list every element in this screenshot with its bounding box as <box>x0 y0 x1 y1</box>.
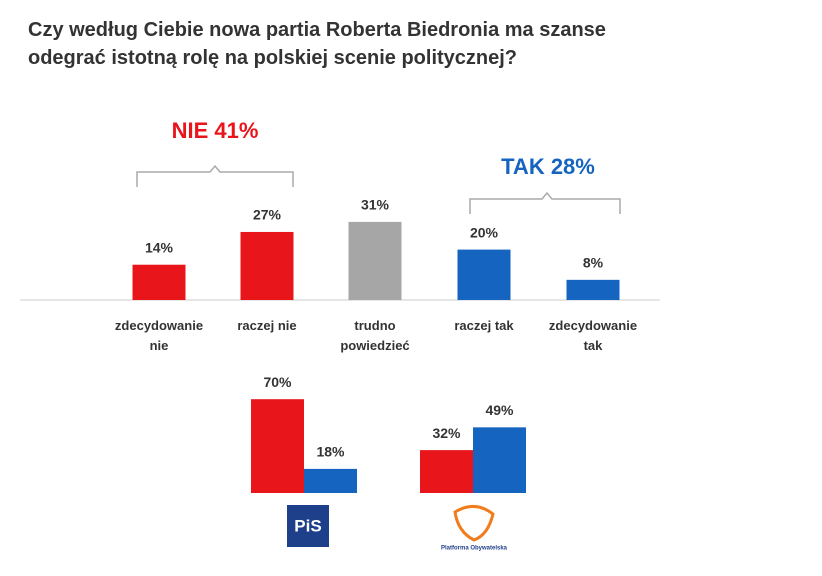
bar <box>473 427 526 493</box>
bar <box>457 249 511 300</box>
bracket <box>469 191 621 214</box>
bar <box>566 279 620 300</box>
x-tick-label: trudno powiedzieć <box>340 318 410 353</box>
value-label: 14% <box>145 239 174 255</box>
x-tick-label: raczej tak <box>454 318 514 333</box>
chart-title: Czy według Ciebie nowa partia Roberta Bi… <box>28 19 606 69</box>
value-label: 49% <box>485 402 514 418</box>
value-label: 27% <box>253 207 282 223</box>
bar <box>348 221 402 300</box>
value-label: 8% <box>583 255 604 271</box>
bar <box>240 231 294 300</box>
po-logo <box>453 505 495 542</box>
bar <box>304 468 357 493</box>
annotation: NIE 41% <box>172 118 259 143</box>
x-tick-label: Platforma Obywatelska <box>441 546 508 552</box>
value-label: 20% <box>470 224 499 240</box>
x-tick-label: zdecydowanie nie <box>114 318 204 353</box>
x-tick-label: raczej nie <box>237 318 297 333</box>
x-tick-label: PiS <box>294 516 321 535</box>
bar <box>132 264 186 300</box>
value-label: 70% <box>263 374 292 390</box>
value-label: 18% <box>316 444 345 460</box>
pis-logo <box>287 505 329 547</box>
x-tick-label: zdecydowanie tak <box>548 318 638 353</box>
annotation: TAK 28% <box>501 154 595 179</box>
value-label: 32% <box>432 425 461 441</box>
bar <box>251 399 304 493</box>
value-label: 31% <box>361 197 390 213</box>
bar <box>420 450 473 493</box>
bracket <box>136 164 294 187</box>
